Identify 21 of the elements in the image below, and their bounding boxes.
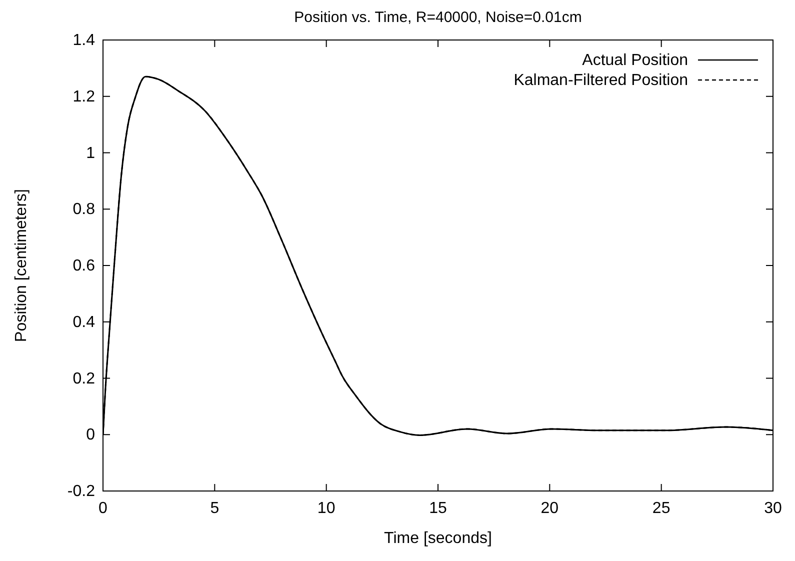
y-tick-label: 0 xyxy=(86,426,96,444)
x-axis-title: Time [seconds] xyxy=(384,530,492,547)
x-tick-label: 15 xyxy=(429,500,447,517)
x-tick-label: 20 xyxy=(540,500,559,517)
legend-label: Actual Position xyxy=(582,52,688,69)
chart-title: Position vs. Time, R=40000, Noise=0.01cm xyxy=(294,9,582,26)
y-tick-label: 0.8 xyxy=(72,201,96,218)
y-tick-label: 0.6 xyxy=(72,258,96,274)
x-tick-label: 5 xyxy=(210,500,220,517)
y-tick-label: 1.4 xyxy=(72,32,96,49)
y-tick-label: 1.2 xyxy=(72,88,96,106)
x-tick-label: 0 xyxy=(98,500,108,517)
x-tick-label: 25 xyxy=(652,500,670,517)
y-tick-label: 1 xyxy=(86,144,96,162)
y-tick-label: 0.4 xyxy=(72,314,96,331)
y-tick-label: 0.2 xyxy=(72,370,96,388)
x-tick-label: 10 xyxy=(317,500,336,517)
legend-label: Kalman-Filtered Position xyxy=(514,72,688,89)
x-tick-label: 30 xyxy=(764,500,782,517)
y-axis-title: Position [centimeters] xyxy=(13,189,30,342)
y-tick-label: -0.2 xyxy=(67,483,96,500)
